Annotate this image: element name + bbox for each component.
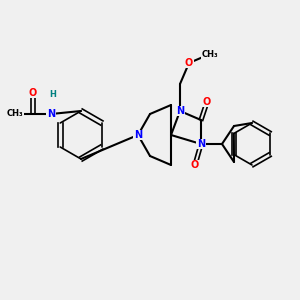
Text: CH₃: CH₃ [202, 50, 218, 58]
Text: O: O [29, 88, 37, 98]
Text: N: N [176, 106, 184, 116]
Text: CH₃: CH₃ [7, 110, 23, 118]
Text: N: N [197, 139, 205, 149]
Text: H: H [49, 90, 56, 99]
Text: N: N [47, 109, 55, 119]
Text: O: O [191, 160, 199, 170]
Text: N: N [134, 130, 142, 140]
Text: O: O [203, 97, 211, 107]
Text: O: O [185, 58, 193, 68]
